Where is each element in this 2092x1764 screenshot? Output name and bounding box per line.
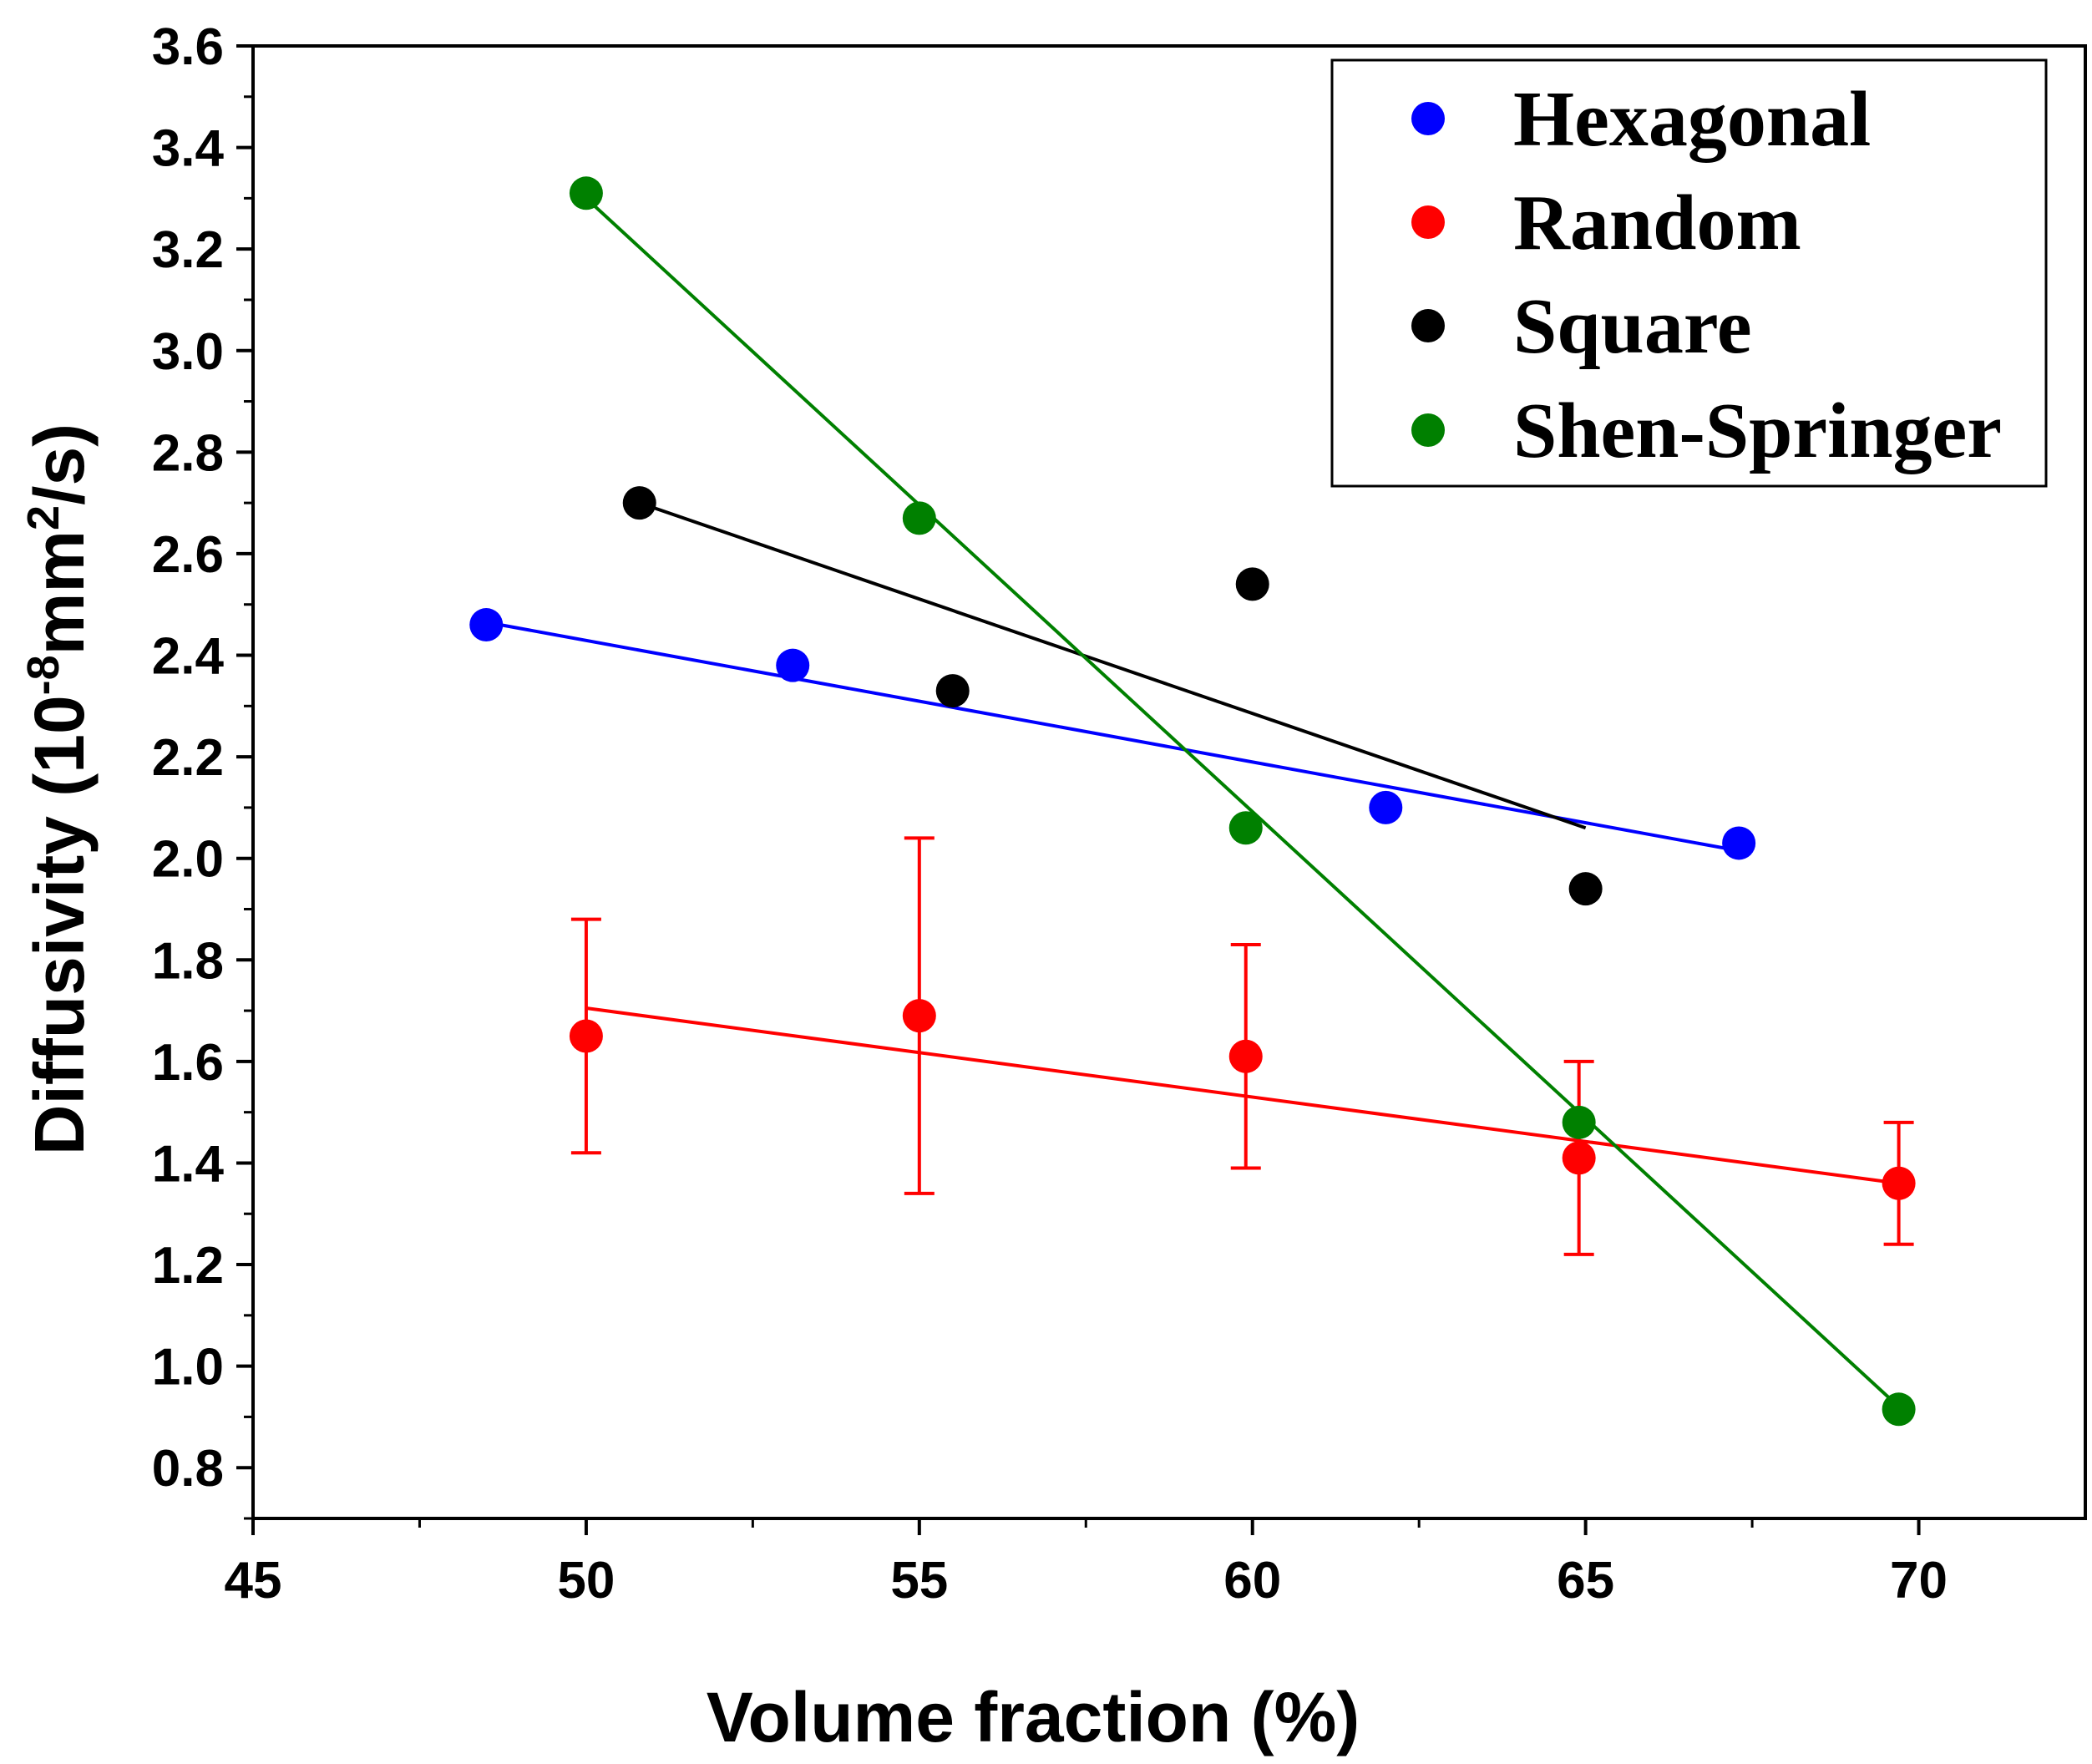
y-tick-label: 1.0 [152,1339,224,1396]
y-axis-title-exp1: -8 [18,655,68,695]
y-axis-title-suffix: /s) [20,423,99,505]
x-tick-label: 70 [1890,1552,1948,1609]
data-points [469,176,1916,1427]
y-tick-label: 3.0 [152,323,224,381]
plot-area-frame [251,44,2087,1520]
square-point [1568,872,1603,906]
random-fit-line [585,1006,1899,1185]
shen-springer-point [1228,811,1263,845]
hexagonal-point [469,608,504,642]
random-point [902,999,936,1033]
x-tick-label: 55 [890,1552,948,1609]
x-tick-label: 45 [225,1552,282,1609]
hexagonal-point [1369,790,1403,824]
y-tick-label: 2.0 [152,831,224,889]
random-point [569,1019,603,1053]
x-tick-label: 60 [1223,1552,1281,1609]
square-point [935,674,970,708]
square-point [1235,567,1269,601]
legend-label-hexagonal: Hexagonal [1513,76,1871,163]
hexagonal-point [776,648,810,682]
y-tick-label: 1.4 [152,1135,225,1193]
legend-label-square: Square [1513,283,1752,370]
x-tick-label: 50 [557,1552,615,1609]
shen-springer-point [1882,1392,1916,1427]
y-axis-title: Diffusivity (10-8mm2/s) [18,423,99,1155]
random-point [1882,1166,1916,1200]
hexagonal-point [1722,826,1756,860]
square-point [622,486,656,520]
y-tick-label: 0.8 [152,1440,224,1498]
y-tick-label: 3.6 [152,18,224,76]
y-tick-label: 2.4 [152,628,225,686]
legend-label-random: Random [1513,180,1801,266]
legend-marker-square [1411,309,1445,342]
legend-label-shen-springer: Shen-Springer [1513,388,2002,474]
y-axis-title-exp2: 2 [18,505,68,530]
legend-box [1330,58,2048,488]
fit-lines [485,196,1900,1408]
x-tick-label: 65 [1557,1552,1614,1609]
y-tick-label: 1.6 [152,1034,224,1092]
plot-frame [251,44,2087,1520]
shen-springer-point [1562,1105,1596,1139]
axis-tick-labels: 45 50 55 60 65 70 0.8 1.0 1.2 1.4 1.6 1.8 2.0 2.2 2.4 2… [152,18,1948,1609]
y-tick-label: 2.8 [152,424,224,482]
y-tick-label: 1.2 [152,1237,224,1295]
square-fit-line [639,501,1587,830]
shen-springer-fit-line [585,196,1900,1408]
x-axis-title: Volume fraction (%) [707,1678,1360,1756]
legend-marker-hexagonal [1411,102,1445,135]
legend-marker-random [1411,205,1445,239]
y-axis-title-prefix: Diffusivity (10 [20,695,99,1155]
axis-ticks [236,44,1921,1535]
random-point [1228,1039,1263,1073]
random-point [1562,1141,1596,1175]
y-tick-label: 2.2 [152,729,224,787]
legend-marker-shen-springer [1411,413,1445,447]
y-tick-label: 3.4 [152,120,225,178]
shen-springer-point [569,176,603,210]
y-tick-label: 2.6 [152,526,224,584]
hexagonal-fit-line [485,621,1740,853]
shen-springer-point [902,501,936,535]
y-tick-label: 1.8 [152,932,224,990]
legend: Hexagonal Random Square Shen-Springer [1330,58,2048,488]
y-axis-title-mid: mm [20,530,99,655]
y-tick-label: 3.2 [152,221,224,279]
